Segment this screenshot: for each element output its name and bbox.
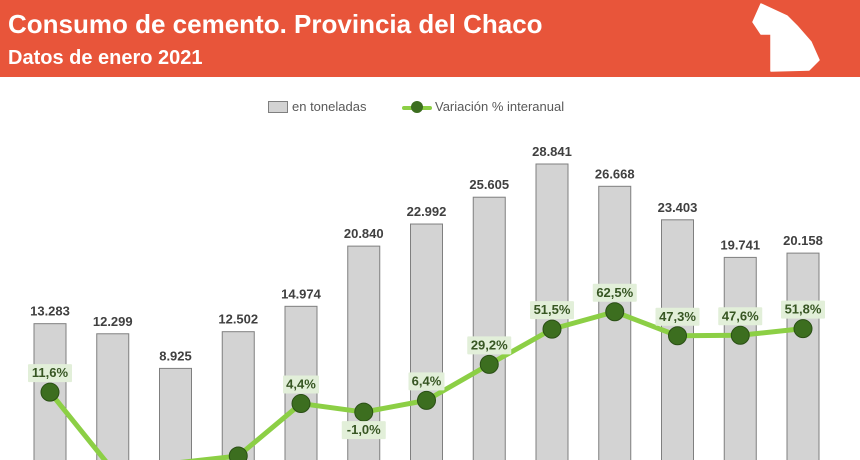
line-value-label: 47,3%: [659, 309, 696, 324]
line-value-label-bg: [781, 300, 825, 319]
bar-value-label: 13.283: [30, 304, 70, 319]
bar: [410, 223, 443, 460]
line-point-marker: [291, 394, 311, 414]
legend-swatch-bars: [268, 100, 288, 113]
bar-value-label: 12.502: [218, 312, 258, 327]
line-point-marker: [228, 446, 248, 460]
chart-subtitle: Datos de enero 2021: [8, 47, 203, 69]
bar-value-label: 14.974: [281, 286, 322, 301]
line-point-marker: [793, 319, 813, 339]
line-point-marker: [668, 326, 687, 346]
line-value-label: 29,2%: [471, 337, 508, 352]
line-value-label: 6,4%: [412, 373, 442, 388]
line-value-label-bg: [467, 336, 512, 355]
bar-value-label: 20.158: [783, 233, 823, 248]
line-point-marker: [479, 354, 499, 374]
line-point-marker: [730, 325, 750, 345]
legend-swatch-line: [402, 100, 432, 114]
line-point-marker: [542, 319, 562, 339]
line-value-label-bg: [592, 283, 637, 302]
chaco-province-map-icon: [752, 3, 820, 72]
bar-value-label: 19.741: [720, 237, 760, 252]
legend-label-line: Variación % interanual: [435, 99, 565, 114]
line-value-label: 4,4%: [286, 377, 316, 392]
line-value-label-bg: [408, 372, 445, 391]
bar: [786, 252, 820, 460]
line-value-label-bg: [655, 307, 700, 326]
line-point-marker: [40, 382, 60, 402]
bar: [96, 333, 130, 460]
line-value-label-bg: [341, 421, 386, 440]
bar-value-label: 25.605: [469, 177, 509, 192]
bar-value-label: 12.299: [93, 314, 133, 329]
line-point-marker: [417, 390, 436, 410]
bar-value-label: 23.403: [658, 200, 698, 215]
header-banner: Consumo de cemento. Provincia del Chaco …: [0, 0, 860, 77]
bar: [472, 196, 506, 460]
legend-item-bars: en toneladas: [268, 99, 366, 114]
line-value-label-bg: [283, 375, 319, 394]
line-value-label: -1,0%: [347, 422, 381, 437]
bar: [723, 256, 757, 460]
bar-value-label: 8.925: [159, 348, 192, 363]
bar: [159, 367, 192, 460]
line-value-label: 62,5%: [596, 285, 633, 300]
bar-value-label: 28.841: [532, 144, 572, 159]
line-value-label: 51,5%: [534, 302, 571, 317]
legend-item-line: Variación % interanual: [402, 99, 564, 114]
bar: [221, 331, 255, 460]
line-point-marker: [605, 302, 625, 322]
line-value-label: 51,8%: [785, 302, 822, 317]
chart-legend: en toneladas Variación % interanual: [0, 99, 860, 121]
series-line-variacion: [47, 309, 806, 460]
line-value-label: 11,6%: [32, 365, 69, 380]
bar: [598, 185, 632, 460]
line-value-label-bg: [28, 364, 72, 383]
line-value-label-bg: [718, 307, 763, 326]
line-value-label-bg: [530, 301, 574, 320]
chart-title: Consumo de cemento. Provincia del Chaco: [8, 9, 543, 39]
legend-label-bars: en toneladas: [292, 99, 367, 114]
bar-value-label: 26.668: [595, 166, 635, 181]
line-value-label: 47,6%: [722, 308, 759, 323]
bar-value-label: 22.992: [407, 204, 447, 219]
bar-value-label: 20.840: [344, 226, 384, 241]
line-point-marker: [354, 402, 374, 422]
